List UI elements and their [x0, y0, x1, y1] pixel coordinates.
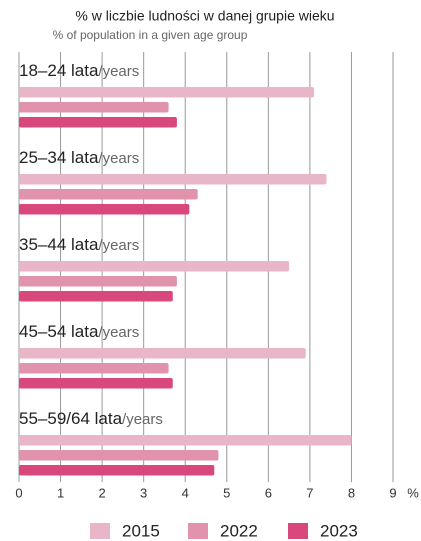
x-tick-label: 5: [223, 485, 230, 500]
legend-swatch: [90, 523, 110, 539]
bar: [19, 276, 177, 287]
x-tick-label: 2: [98, 485, 105, 500]
x-tick-label: 3: [140, 485, 147, 500]
bar: [19, 348, 306, 359]
x-tick-label: 8: [348, 485, 355, 500]
bar: [19, 102, 169, 113]
bar: [19, 450, 219, 461]
legend-label: 2023: [320, 521, 358, 540]
legend-swatch: [288, 523, 308, 539]
bar: [19, 435, 352, 446]
chart-title: % w liczbie ludności w danej grupie wiek…: [75, 8, 334, 24]
bar: [19, 204, 190, 215]
category-label: 18–24 lata/years: [19, 61, 139, 80]
chart-subtitle: % of population in a given age group: [53, 28, 248, 42]
bar: [19, 378, 173, 389]
bar: [19, 465, 215, 476]
x-tick-label: 4: [182, 485, 189, 500]
category-label: 25–34 lata/years: [19, 148, 139, 167]
legend-swatch: [188, 523, 208, 539]
bar: [19, 189, 198, 200]
category-label: 35–44 lata/years: [19, 235, 139, 254]
category-label: 45–54 lata/years: [19, 322, 139, 341]
bar: [19, 117, 177, 128]
bar: [19, 174, 327, 185]
bar: [19, 363, 169, 374]
x-unit: %: [407, 485, 419, 500]
legend-label: 2022: [220, 521, 258, 540]
bar: [19, 87, 315, 98]
x-tick-label: 1: [57, 485, 64, 500]
category-label: 55–59/64 lata/years: [19, 409, 163, 428]
x-tick-label: 9: [389, 485, 396, 500]
bar: [19, 261, 290, 272]
x-tick-label: 0: [15, 485, 22, 500]
x-tick-label: 7: [306, 485, 313, 500]
bar: [19, 291, 173, 302]
x-tick-label: 6: [265, 485, 272, 500]
legend-label: 2015: [122, 521, 160, 540]
